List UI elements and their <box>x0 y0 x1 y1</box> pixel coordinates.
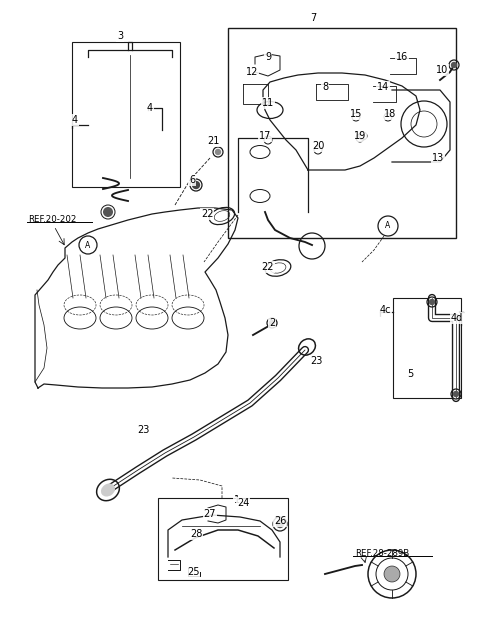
Text: 22: 22 <box>262 262 274 272</box>
Text: 4: 4 <box>147 103 153 113</box>
Circle shape <box>103 207 113 217</box>
Text: 17: 17 <box>259 131 271 141</box>
Text: 27: 27 <box>204 509 216 519</box>
Bar <box>228 28 456 238</box>
Text: 8: 8 <box>322 82 328 92</box>
Text: 20: 20 <box>312 141 324 151</box>
Text: 26: 26 <box>274 516 286 526</box>
Text: 24: 24 <box>237 498 249 508</box>
Text: 12: 12 <box>246 67 258 77</box>
Text: 7: 7 <box>310 13 316 23</box>
Text: REF.20-202: REF.20-202 <box>28 216 76 224</box>
Circle shape <box>216 150 220 154</box>
Circle shape <box>430 300 434 305</box>
Text: 2: 2 <box>269 318 275 328</box>
Text: 15: 15 <box>350 109 362 119</box>
Text: 14: 14 <box>377 82 389 92</box>
Text: REF.28-289B: REF.28-289B <box>355 549 409 559</box>
Text: 22: 22 <box>201 209 213 219</box>
Text: 6: 6 <box>189 175 195 185</box>
Text: 19: 19 <box>354 131 366 141</box>
Bar <box>72 42 180 187</box>
Circle shape <box>384 566 400 582</box>
Text: 11: 11 <box>262 98 274 108</box>
Bar <box>393 298 461 398</box>
Text: 16: 16 <box>396 52 408 62</box>
Circle shape <box>269 320 275 325</box>
Circle shape <box>192 181 200 188</box>
Text: 1: 1 <box>234 495 240 505</box>
Text: 21: 21 <box>207 136 219 146</box>
Ellipse shape <box>101 483 115 497</box>
Text: 9: 9 <box>265 52 271 62</box>
Text: 4: 4 <box>72 115 78 125</box>
Text: 18: 18 <box>384 109 396 119</box>
Text: 23: 23 <box>310 356 322 366</box>
Circle shape <box>454 391 458 396</box>
Text: 4c: 4c <box>379 305 391 315</box>
Text: 13: 13 <box>432 153 444 163</box>
Text: 4d: 4d <box>451 313 463 323</box>
Circle shape <box>276 521 284 528</box>
Text: 3: 3 <box>117 31 123 41</box>
Text: A: A <box>385 221 391 231</box>
Text: A: A <box>85 241 91 250</box>
Bar <box>158 498 288 580</box>
Text: 10: 10 <box>436 65 448 75</box>
Text: 25: 25 <box>187 567 199 577</box>
Text: 5: 5 <box>407 369 413 379</box>
Text: 28: 28 <box>190 529 202 539</box>
Text: 23: 23 <box>137 425 149 435</box>
Circle shape <box>452 63 456 68</box>
